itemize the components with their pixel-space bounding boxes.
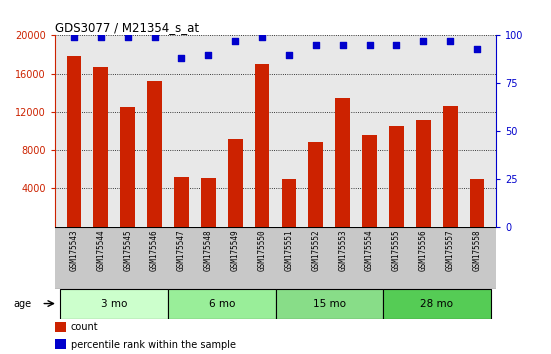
Text: GSM175543: GSM175543 [69,230,78,271]
Point [419,38,428,44]
Bar [168,289,276,319]
Bar [309,142,323,227]
Bar [255,64,269,227]
Bar [389,126,404,227]
Text: 6 mo: 6 mo [209,298,235,309]
Bar [443,106,457,227]
Text: GSM175554: GSM175554 [365,230,374,271]
Text: GSM175555: GSM175555 [392,230,401,271]
Point [177,56,186,61]
Bar [228,139,242,227]
Bar [276,289,383,319]
Point [150,34,159,40]
Text: age: age [14,298,32,309]
Point [96,34,105,40]
Text: GSM175549: GSM175549 [231,230,240,271]
Text: GSM175545: GSM175545 [123,230,132,271]
Point [338,42,347,48]
Point [365,42,374,48]
Text: GSM175550: GSM175550 [257,230,267,271]
Bar [120,107,135,227]
Point [231,38,240,44]
Text: 15 mo: 15 mo [313,298,346,309]
Point [446,38,455,44]
Text: percentile rank within the sample: percentile rank within the sample [71,340,235,350]
Point [311,42,320,48]
Point [123,34,132,40]
Text: GSM175546: GSM175546 [150,230,159,271]
Point [258,34,267,40]
Bar [67,56,82,227]
Text: GSM175558: GSM175558 [473,230,482,271]
Bar [416,120,431,227]
Point [392,42,401,48]
Bar [336,97,350,227]
Text: 3 mo: 3 mo [101,298,127,309]
Bar [362,135,377,227]
Bar [201,178,215,227]
Point [473,46,482,52]
Bar [383,289,490,319]
Text: GSM175544: GSM175544 [96,230,105,271]
Text: GSM175547: GSM175547 [177,230,186,271]
Text: GDS3077 / M21354_s_at: GDS3077 / M21354_s_at [55,21,199,34]
Text: GSM175553: GSM175553 [338,230,347,271]
Bar [94,67,108,227]
Bar [469,179,484,227]
Text: GSM175552: GSM175552 [311,230,320,271]
Text: count: count [71,322,98,332]
Bar [61,289,168,319]
Text: GSM175557: GSM175557 [446,230,455,271]
Point [69,34,78,40]
Bar [147,81,162,227]
Bar [55,322,66,332]
Text: 28 mo: 28 mo [420,298,453,309]
Text: GSM175551: GSM175551 [284,230,294,271]
Bar [55,339,66,349]
Text: GSM175556: GSM175556 [419,230,428,271]
Point [284,52,293,57]
Text: GSM175548: GSM175548 [204,230,213,271]
Point [204,52,213,57]
Bar [282,179,296,227]
Bar [174,177,189,227]
